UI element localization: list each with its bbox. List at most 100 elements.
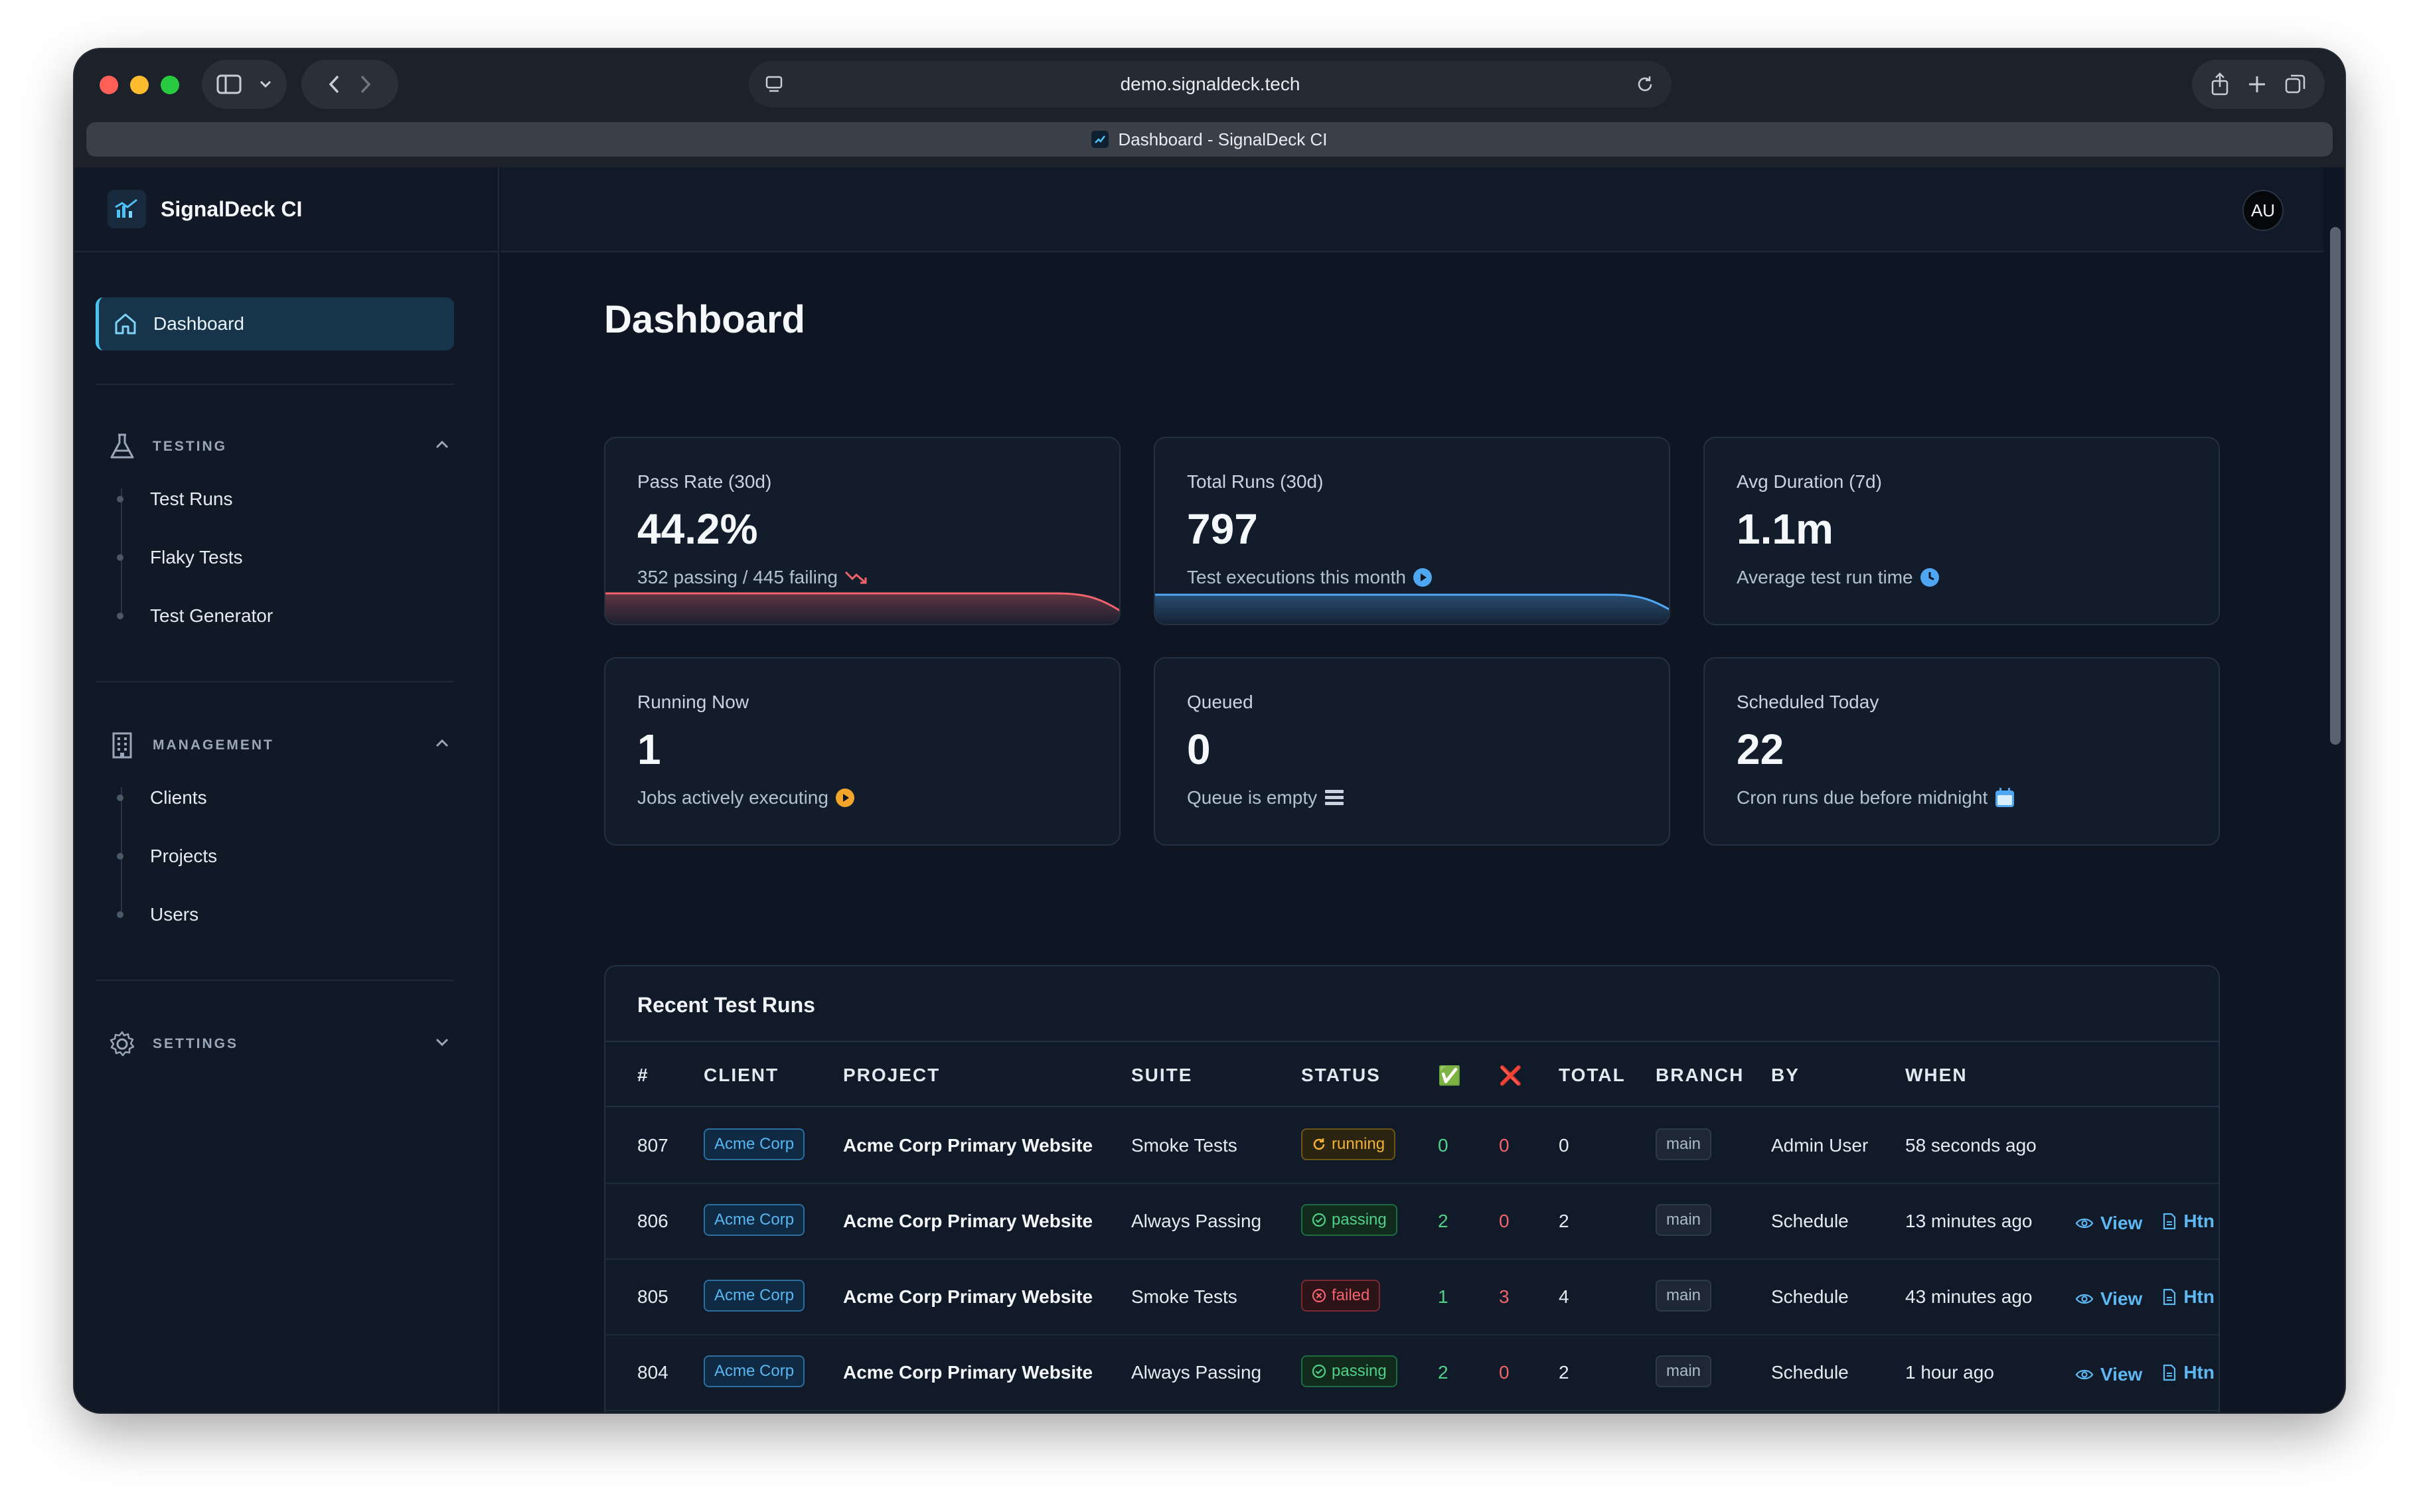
html-report-link[interactable]: Htn bbox=[2162, 1286, 2215, 1308]
client-badge[interactable]: Acme Corp bbox=[704, 1355, 805, 1387]
back-icon[interactable] bbox=[328, 74, 341, 94]
history-nav-group bbox=[301, 60, 398, 109]
run-time: 1 hour ago bbox=[1905, 1362, 1994, 1383]
html-report-link[interactable]: Htn bbox=[2162, 1362, 2215, 1383]
chevron-down-icon[interactable] bbox=[259, 80, 272, 89]
total-runs-sparkline bbox=[1155, 593, 1669, 624]
col-header-when[interactable]: WHEN bbox=[1905, 1065, 1968, 1085]
chevron-up-icon[interactable] bbox=[434, 738, 450, 749]
tab-overview-icon[interactable] bbox=[2284, 73, 2307, 96]
suite-name: Smoke Tests bbox=[1131, 1135, 1237, 1156]
client-badge-label: Acme Corp bbox=[704, 1280, 805, 1312]
stat-label: Scheduled Today bbox=[1737, 692, 1879, 712]
sidebar-item-dashboard[interactable]: Dashboard bbox=[96, 297, 454, 350]
client-badge[interactable]: Acme Corp bbox=[704, 1280, 805, 1312]
sidebar-section-testing[interactable]: TESTING bbox=[108, 430, 459, 463]
tab-dashboard[interactable]: Dashboard - SignalDeck CI bbox=[86, 122, 2333, 157]
new-tab-icon[interactable] bbox=[2247, 74, 2267, 94]
close-window-button[interactable] bbox=[100, 76, 118, 94]
col-header-num[interactable]: # bbox=[637, 1065, 649, 1085]
col-header-client[interactable]: CLIENT bbox=[704, 1065, 779, 1085]
row-actions: View Htn bbox=[2075, 1286, 2219, 1310]
html-report-link[interactable]: Htn bbox=[2162, 1211, 2215, 1232]
total-count: 4 bbox=[1559, 1286, 1569, 1307]
stat-card-pass-rate[interactable]: Pass Rate (30d) 44.2% 352 passing / 445 … bbox=[604, 437, 1121, 625]
stat-card-total-runs[interactable]: Total Runs (30d) 797 Test executions thi… bbox=[1154, 437, 1670, 625]
branch-badge: main bbox=[1656, 1280, 1712, 1312]
col-header-passed-icon[interactable]: ✅ bbox=[1438, 1065, 1462, 1086]
status-label: running bbox=[1332, 1135, 1385, 1153]
sidebar-section-management[interactable]: MANAGEMENT bbox=[108, 729, 459, 762]
col-header-by[interactable]: BY bbox=[1771, 1065, 1800, 1085]
scrollbar-thumb[interactable] bbox=[2330, 227, 2341, 745]
sidebar-section-settings[interactable]: SETTINGS bbox=[108, 1027, 459, 1061]
user-avatar[interactable]: AU bbox=[2242, 190, 2284, 231]
client-badge[interactable]: Acme Corp bbox=[704, 1204, 805, 1236]
col-header-failed-icon[interactable]: ❌ bbox=[1499, 1065, 1523, 1086]
signaldeck-logo-icon bbox=[108, 190, 146, 228]
page-scrollbar[interactable] bbox=[2325, 167, 2345, 1412]
passed-count: 1 bbox=[1438, 1286, 1448, 1307]
stat-subtext: Cron runs due before midnight bbox=[1737, 787, 2015, 808]
bullet-icon bbox=[117, 554, 123, 561]
stat-subtext-label: Average test run time bbox=[1737, 567, 1913, 587]
forward-icon[interactable] bbox=[358, 74, 372, 94]
sidebar-item-users[interactable]: Users bbox=[117, 904, 198, 925]
table-row[interactable]: 806 Acme Corp Acme Corp Primary Website Alw… bbox=[605, 1184, 2219, 1260]
trend-down-icon bbox=[844, 571, 867, 584]
sidebar-item-flaky-tests[interactable]: Flaky Tests bbox=[117, 547, 243, 568]
table-row[interactable]: 804 Acme Corp Acme Corp Primary Website Alw… bbox=[605, 1335, 2219, 1411]
col-header-total[interactable]: TOTAL bbox=[1559, 1065, 1626, 1085]
html-report-label: Htn bbox=[2183, 1286, 2215, 1307]
zoom-window-button[interactable] bbox=[161, 76, 179, 94]
col-header-project[interactable]: PROJECT bbox=[843, 1065, 941, 1085]
stat-subtext: Jobs actively executing bbox=[637, 787, 855, 808]
stat-card-running-now[interactable]: Running Now 1 Jobs actively executing bbox=[604, 657, 1121, 846]
stat-card-queued[interactable]: Queued 0 Queue is empty bbox=[1154, 657, 1670, 846]
client-badge[interactable]: Acme Corp bbox=[704, 1128, 805, 1160]
sidebar-item-test-generator[interactable]: Test Generator bbox=[117, 605, 273, 627]
branch-label: main bbox=[1656, 1280, 1712, 1312]
col-header-status[interactable]: STATUS bbox=[1301, 1065, 1381, 1085]
view-link[interactable]: View bbox=[2075, 1288, 2142, 1310]
brand-name: SignalDeck CI bbox=[161, 196, 303, 221]
run-number: 806 bbox=[637, 1211, 668, 1231]
window-actions-group bbox=[2192, 60, 2325, 109]
chevron-up-icon[interactable] bbox=[434, 439, 450, 450]
status-label: passing bbox=[1332, 1362, 1387, 1380]
run-number: 805 bbox=[637, 1286, 668, 1307]
view-link[interactable]: View bbox=[2075, 1213, 2142, 1234]
branch-label: main bbox=[1656, 1128, 1712, 1160]
reload-icon[interactable] bbox=[1634, 74, 1656, 95]
triggered-by: Schedule bbox=[1771, 1362, 1849, 1383]
sidebar-toggle-group[interactable] bbox=[202, 60, 287, 109]
sidebar-item-clients[interactable]: Clients bbox=[117, 787, 207, 808]
sidebar-tree-line bbox=[121, 787, 122, 917]
col-header-suite[interactable]: SUITE bbox=[1131, 1065, 1193, 1085]
sidebar-item-label: Clients bbox=[150, 787, 207, 808]
status-badge: failed bbox=[1301, 1280, 1381, 1312]
sidebar-item-test-runs[interactable]: Test Runs bbox=[117, 489, 233, 510]
sidebar-toggle-icon[interactable] bbox=[216, 74, 242, 94]
stat-label: Running Now bbox=[637, 692, 749, 712]
sidebar-item-projects[interactable]: Projects bbox=[117, 846, 217, 867]
sidebar-item-label: Test Generator bbox=[150, 605, 273, 626]
page-settings-icon[interactable] bbox=[763, 74, 785, 95]
sidebar-divider bbox=[96, 980, 454, 981]
col-header-branch[interactable]: BRANCH bbox=[1656, 1065, 1745, 1085]
table-row[interactable]: 805 Acme Corp Acme Corp Primary Website Smo… bbox=[605, 1260, 2219, 1335]
view-link[interactable]: View bbox=[2075, 1364, 2142, 1385]
table-row[interactable]: 807 Acme Corp Acme Corp Primary Website Smo… bbox=[605, 1108, 2219, 1184]
stat-subtext-label: Cron runs due before midnight bbox=[1737, 787, 1988, 808]
queue-list-icon bbox=[1325, 790, 1344, 805]
stat-card-avg-duration[interactable]: Avg Duration (7d) 1.1m Average test run … bbox=[1703, 437, 2220, 625]
stat-value: 22 bbox=[1737, 725, 1784, 773]
brand[interactable]: SignalDeck CI bbox=[74, 167, 499, 252]
address-bar[interactable]: demo.signaldeck.tech bbox=[749, 61, 1672, 108]
chevron-down-icon[interactable] bbox=[434, 1037, 450, 1047]
share-icon[interactable] bbox=[2210, 72, 2230, 96]
minimize-window-button[interactable] bbox=[130, 76, 149, 94]
stat-card-scheduled-today[interactable]: Scheduled Today 22 Cron runs due before … bbox=[1703, 657, 2220, 846]
stat-label: Avg Duration (7d) bbox=[1737, 471, 1882, 492]
